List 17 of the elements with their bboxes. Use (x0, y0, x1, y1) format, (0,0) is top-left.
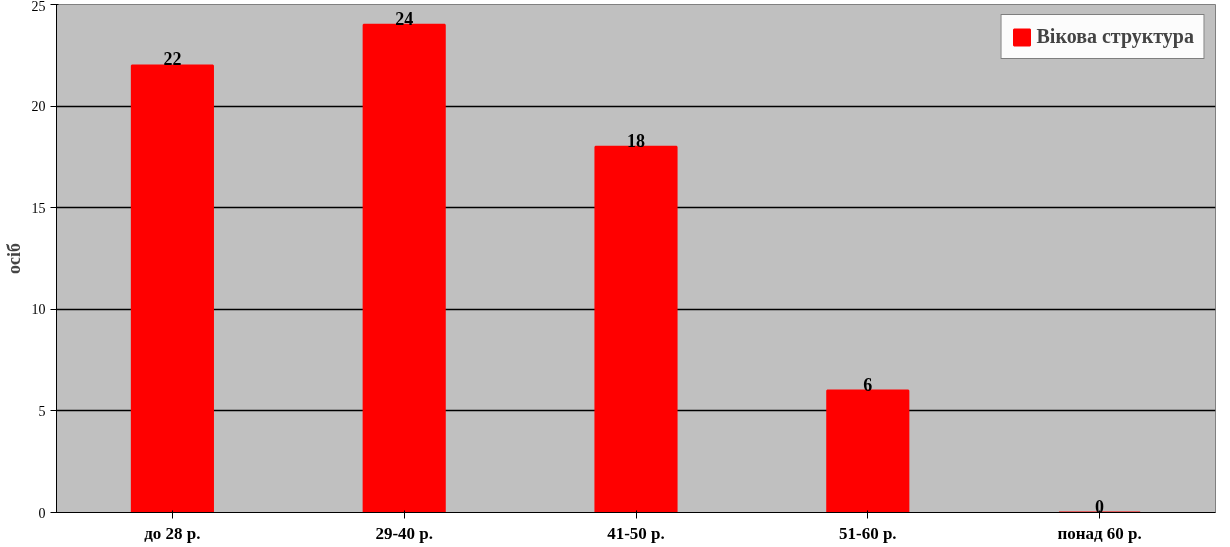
y-tick-label: 0 (38, 505, 46, 521)
x-tick-label: до 28 р. (144, 523, 201, 543)
x-tick-label: понад 60 р. (1057, 523, 1142, 543)
data-label: 24 (395, 8, 414, 29)
y-tick-label: 15 (31, 200, 46, 216)
x-tick-label: 29-40 р. (375, 523, 434, 543)
y-tick-label: 10 (31, 302, 46, 318)
y-axis-title: осіб (3, 243, 24, 274)
y-tick-label: 25 (31, 0, 46, 14)
data-label: 6 (863, 374, 873, 395)
x-tick-label: 51-60 р. (838, 523, 897, 543)
data-label: 18 (627, 130, 645, 151)
y-tick-label: 20 (31, 99, 46, 115)
x-tick-label: 41-50 р. (607, 523, 665, 543)
legend-label: Вікова структура (1036, 25, 1194, 48)
y-tick-label: 5 (38, 403, 46, 419)
data-label: 22 (163, 49, 182, 70)
